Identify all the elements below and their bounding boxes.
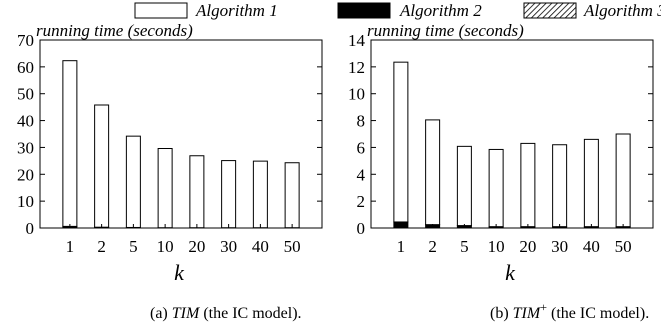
bar-algorithm-1 [284, 162, 300, 229]
legend-swatch-algorithm-1 [134, 2, 188, 19]
y-tick-label: 14 [348, 31, 366, 50]
x-tick-label: 10 [157, 237, 174, 256]
bar-algorithm-1 [615, 133, 631, 228]
x-tick-label: 30 [220, 237, 237, 256]
chart-title: running time (seconds) [367, 21, 524, 40]
bar-algorithm-1 [125, 135, 141, 228]
chart-caption: (b) TIM+ (the IC model). [490, 300, 649, 322]
x-tick-label: 30 [551, 237, 568, 256]
legend-label-algorithm-2: Algorithm 2 [399, 1, 482, 20]
bar-algorithm-1 [456, 145, 472, 227]
y-tick-label: 0 [26, 219, 35, 238]
bar-algorithm-1 [62, 60, 78, 227]
chart-caption: (a) TIM (the IC model). [150, 305, 302, 322]
y-tick-label: 8 [357, 112, 366, 131]
legend-label-algorithm-3: Algorithm 3 [583, 1, 661, 20]
bar-algorithm-1 [252, 160, 268, 229]
y-tick-label: 40 [17, 112, 34, 131]
bar-algorithm-1 [189, 155, 205, 229]
x-tick-label: 20 [519, 237, 536, 256]
x-tick-label: 20 [188, 237, 205, 256]
x-tick-label: 5 [129, 237, 138, 256]
bar-algorithm-1 [221, 160, 237, 229]
chart-title: running time (seconds) [36, 21, 193, 40]
legend-label-algorithm-1: Algorithm 1 [195, 1, 278, 20]
bar-algorithm-1 [488, 148, 504, 228]
y-tick-label: 2 [357, 192, 366, 211]
y-tick-label: 50 [17, 85, 34, 104]
legend-item-algorithm-2: Algorithm 2 [337, 1, 482, 20]
y-tick-label: 70 [17, 31, 34, 50]
bar-algorithm-1 [425, 119, 441, 226]
legend-swatch-algorithm-2 [337, 2, 391, 19]
legend-item-algorithm-1: Algorithm 1 [134, 1, 278, 20]
x-axis-label: k [505, 260, 516, 285]
y-tick-label: 4 [357, 165, 366, 184]
y-tick-label: 10 [348, 85, 365, 104]
legend: Algorithm 1 Algorithm 2 Algorithm 3 [134, 1, 661, 20]
x-tick-label: 2 [97, 237, 106, 256]
bar-algorithm-1 [520, 142, 536, 228]
x-tick-label: 10 [488, 237, 505, 256]
y-tick-label: 10 [17, 192, 34, 211]
plot-frame [39, 39, 323, 229]
legend-item-algorithm-3: Algorithm 3 [523, 1, 661, 20]
bar-algorithm-1 [94, 104, 110, 228]
y-tick-label: 60 [17, 58, 34, 77]
y-tick-label: 30 [17, 138, 34, 157]
x-tick-label: 50 [284, 237, 301, 256]
y-tick-label: 20 [17, 165, 34, 184]
bar-algorithm-1 [583, 138, 599, 228]
y-tick-label: 6 [357, 138, 366, 157]
x-tick-label: 5 [460, 237, 469, 256]
y-tick-label: 0 [357, 219, 366, 238]
x-tick-label: 50 [615, 237, 632, 256]
bar-algorithm-1 [552, 144, 568, 228]
legend-swatch-algorithm-3 [523, 2, 577, 19]
x-tick-label: 2 [428, 237, 437, 256]
x-axis-label: k [174, 260, 185, 285]
x-tick-label: 1 [66, 237, 75, 256]
x-tick-label: 40 [583, 237, 600, 256]
plot-frame [370, 39, 654, 229]
x-tick-label: 1 [397, 237, 406, 256]
bar-algorithm-1 [157, 148, 173, 229]
x-tick-label: 40 [252, 237, 269, 256]
bar-algorithm-1 [393, 61, 409, 223]
y-tick-label: 12 [348, 58, 365, 77]
